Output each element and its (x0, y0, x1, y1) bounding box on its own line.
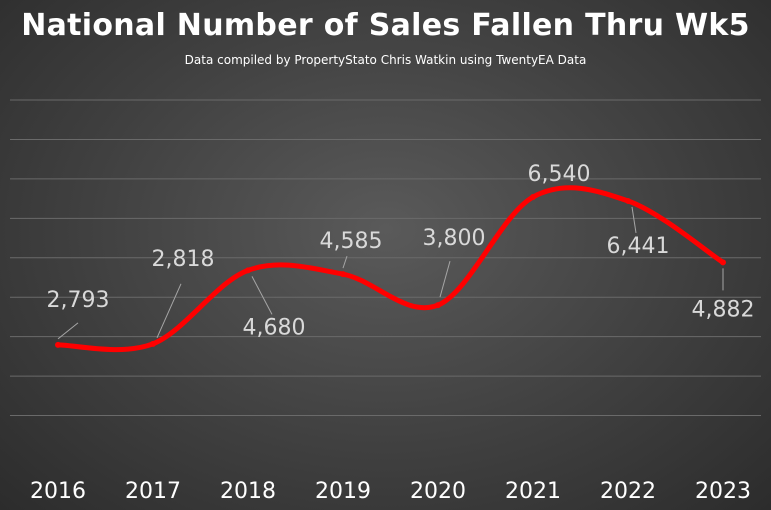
x-tick-label-2023: 2023 (695, 479, 751, 504)
x-tick-label-2022: 2022 (600, 479, 656, 504)
data-label-2021: 6,540 (528, 162, 591, 187)
data-label-2020: 3,800 (423, 226, 486, 251)
data-point-2018 (245, 267, 251, 274)
leader-line-2019 (342, 255, 348, 269)
data-label-2019: 4,585 (320, 229, 383, 254)
data-point-2019 (340, 271, 346, 278)
data-point-2021 (530, 194, 536, 201)
leader-line-2017 (156, 283, 182, 339)
x-tick-label-2016: 2016 (30, 479, 86, 504)
data-label-2023: 4,882 (692, 297, 755, 322)
data-label-2017: 2,818 (152, 247, 215, 272)
data-point-2023 (720, 259, 726, 266)
data-point-2022 (625, 197, 631, 204)
data-label-2022: 6,441 (607, 234, 670, 259)
x-tick-label-2020: 2020 (410, 479, 466, 504)
leader-line-2016 (57, 322, 79, 340)
x-tick-label-2018: 2018 (220, 479, 276, 504)
x-tick-label-2021: 2021 (505, 479, 561, 504)
x-tick-label-2017: 2017 (125, 479, 181, 504)
data-point-2017 (150, 340, 156, 347)
data-label-2018: 4,680 (243, 315, 306, 340)
series-line (55, 185, 726, 353)
leader-line-2020 (439, 260, 451, 298)
leader-line-2022 (631, 206, 637, 234)
data-label-2016: 2,793 (47, 288, 110, 313)
x-tick-label-2019: 2019 (315, 479, 371, 504)
chart-title: National Number of Sales Fallen Thru Wk5 (21, 8, 750, 43)
data-point-2020 (435, 302, 441, 309)
chart-subtitle: Data compiled by PropertyStato Chris Wat… (184, 53, 587, 67)
data-point-2016 (55, 341, 61, 348)
leader-line-2018 (251, 276, 273, 315)
